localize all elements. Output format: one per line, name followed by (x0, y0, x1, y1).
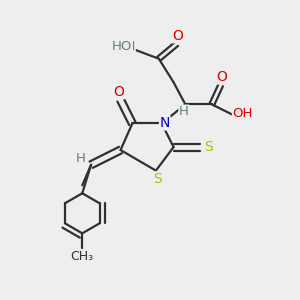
Text: O: O (217, 70, 228, 84)
Text: CH₃: CH₃ (71, 250, 94, 262)
Text: O: O (114, 85, 124, 99)
Text: OH: OH (232, 107, 253, 120)
Text: H: H (76, 152, 86, 165)
Text: HO: HO (112, 40, 132, 53)
Text: OH: OH (115, 40, 135, 53)
Text: S: S (153, 172, 162, 186)
Text: S: S (204, 140, 213, 154)
Text: O: O (172, 29, 183, 43)
Text: N: N (160, 116, 170, 130)
Text: H: H (179, 105, 189, 118)
